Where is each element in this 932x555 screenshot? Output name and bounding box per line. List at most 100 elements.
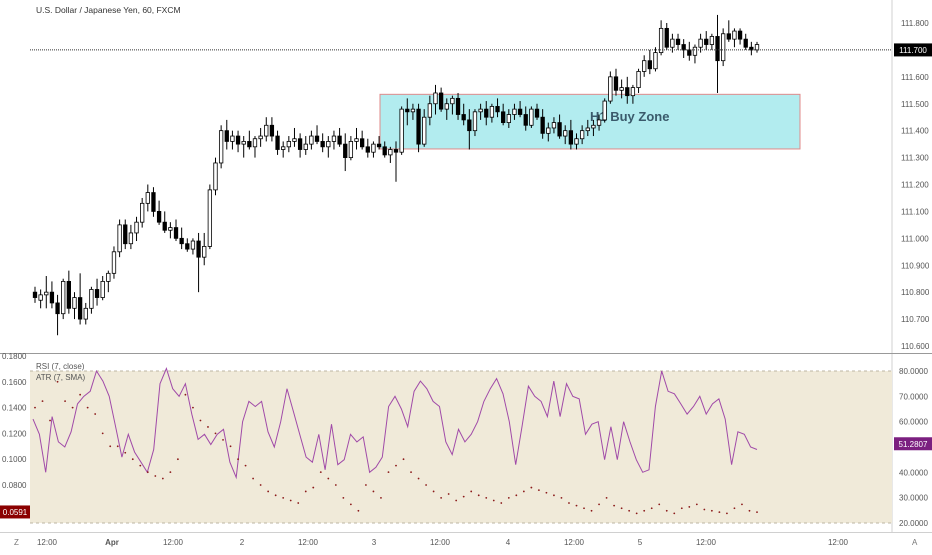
candle — [151, 187, 156, 217]
atr-dot — [748, 509, 751, 512]
atr-dot — [49, 419, 51, 422]
candle — [269, 117, 275, 142]
atr-label: ATR (7, SMA) — [36, 373, 86, 382]
zoom-z-icon[interactable]: Z — [14, 538, 19, 547]
candle — [579, 125, 585, 145]
candle — [495, 98, 500, 118]
price-tick-label: 110.700 — [901, 315, 930, 324]
atr-dot — [267, 490, 270, 493]
candle-body — [230, 135, 235, 142]
candle — [472, 109, 478, 137]
candle-body — [371, 143, 376, 153]
atr-dot — [169, 471, 172, 473]
candle-body — [264, 124, 269, 137]
candle — [94, 278, 100, 306]
candle-body — [247, 141, 252, 148]
candle — [709, 33, 715, 50]
price-tick-label: 111.200 — [901, 181, 929, 190]
candle — [371, 141, 376, 158]
atr-dot — [470, 490, 473, 493]
candle-body — [540, 116, 545, 134]
atr-dot — [229, 445, 232, 448]
candle-body — [602, 100, 607, 121]
indicator-pane[interactable]: RSI (7, close) ATR (7, SMA) 80.0000 70.00… — [0, 352, 932, 528]
candle-body — [123, 224, 128, 245]
candle-body — [506, 114, 511, 123]
atr-dot — [56, 380, 59, 383]
time-tick-label: 12:00 — [163, 538, 184, 547]
candle-body — [156, 211, 162, 223]
candle-body — [529, 108, 534, 126]
candle-body — [258, 135, 263, 140]
candle-body — [297, 138, 303, 150]
atr-dot — [327, 477, 330, 480]
atr-dot — [658, 503, 661, 506]
candle — [241, 136, 246, 158]
candle — [467, 109, 472, 150]
candle-body — [512, 108, 517, 115]
candle — [602, 98, 607, 123]
candle-body — [613, 76, 619, 91]
candle-body — [100, 280, 105, 298]
atr-dot — [124, 451, 127, 454]
atr-dot — [605, 497, 608, 499]
candle-body — [151, 192, 156, 212]
price-tick-label: 111.400 — [901, 127, 929, 136]
candle-body — [427, 103, 432, 118]
candle-body — [348, 141, 354, 158]
atr-dot — [214, 432, 217, 435]
price-axis[interactable]: 111.800 111.600 111.500 111.400 111.300 111.2… — [891, 0, 932, 532]
time-axis[interactable]: 12:00 Apr 12:00 2 12:00 3 12:00 4 12:00 5 12:00 12:… — [0, 532, 932, 548]
atr-tick-label: 0.1600 — [2, 378, 27, 387]
candle — [275, 130, 280, 155]
candle-body — [517, 108, 523, 115]
candle-body — [489, 106, 495, 118]
price-tick-labels: 111.800 111.600 111.500 111.400 111.300 111.2… — [901, 19, 930, 351]
candle — [258, 127, 263, 147]
candle — [608, 71, 613, 104]
candle — [365, 138, 370, 158]
candle — [207, 184, 213, 250]
rsi-tick-label: 70.0000 — [899, 392, 928, 401]
candle-body — [61, 280, 66, 315]
atr-dot — [297, 502, 300, 504]
atr-dot — [583, 507, 585, 510]
candle-body — [461, 114, 466, 121]
atr-dot — [522, 490, 525, 493]
candle — [162, 211, 167, 233]
candle-body — [117, 224, 122, 253]
last-price-badge — [894, 43, 932, 57]
candle — [534, 103, 540, 120]
atr-dot — [477, 494, 480, 497]
atr-dot — [462, 495, 465, 498]
candle — [630, 84, 636, 104]
candle — [128, 224, 134, 250]
candle — [653, 47, 658, 72]
candle-body — [585, 127, 590, 132]
candle — [427, 95, 432, 126]
atr-dot — [560, 497, 563, 499]
atr-dot — [282, 497, 285, 499]
atr-dot — [342, 497, 345, 499]
atr-dot — [455, 499, 458, 502]
candle-body — [281, 146, 286, 150]
candle — [596, 114, 602, 131]
atr-dot — [199, 419, 202, 422]
candle-body — [579, 130, 585, 140]
atr-dot — [176, 458, 179, 461]
candle — [185, 238, 190, 252]
candle-body — [218, 130, 224, 164]
candle — [213, 157, 218, 196]
candle-body — [106, 272, 111, 282]
candle-body — [416, 108, 421, 145]
rsi-last-badge — [894, 437, 932, 451]
time-tick-label: 2 — [240, 538, 245, 547]
atr-dot — [530, 486, 533, 489]
auto-scale-a-icon[interactable]: A — [912, 538, 918, 547]
candle — [687, 41, 692, 61]
buy-zone-box[interactable] — [379, 93, 801, 150]
candle-body — [557, 122, 562, 137]
candle — [331, 130, 337, 150]
candle-body — [55, 302, 60, 315]
price-pane[interactable]: U.S. Dollar / Japanese Yen, 60, FXCM H1 … — [30, 0, 892, 353]
